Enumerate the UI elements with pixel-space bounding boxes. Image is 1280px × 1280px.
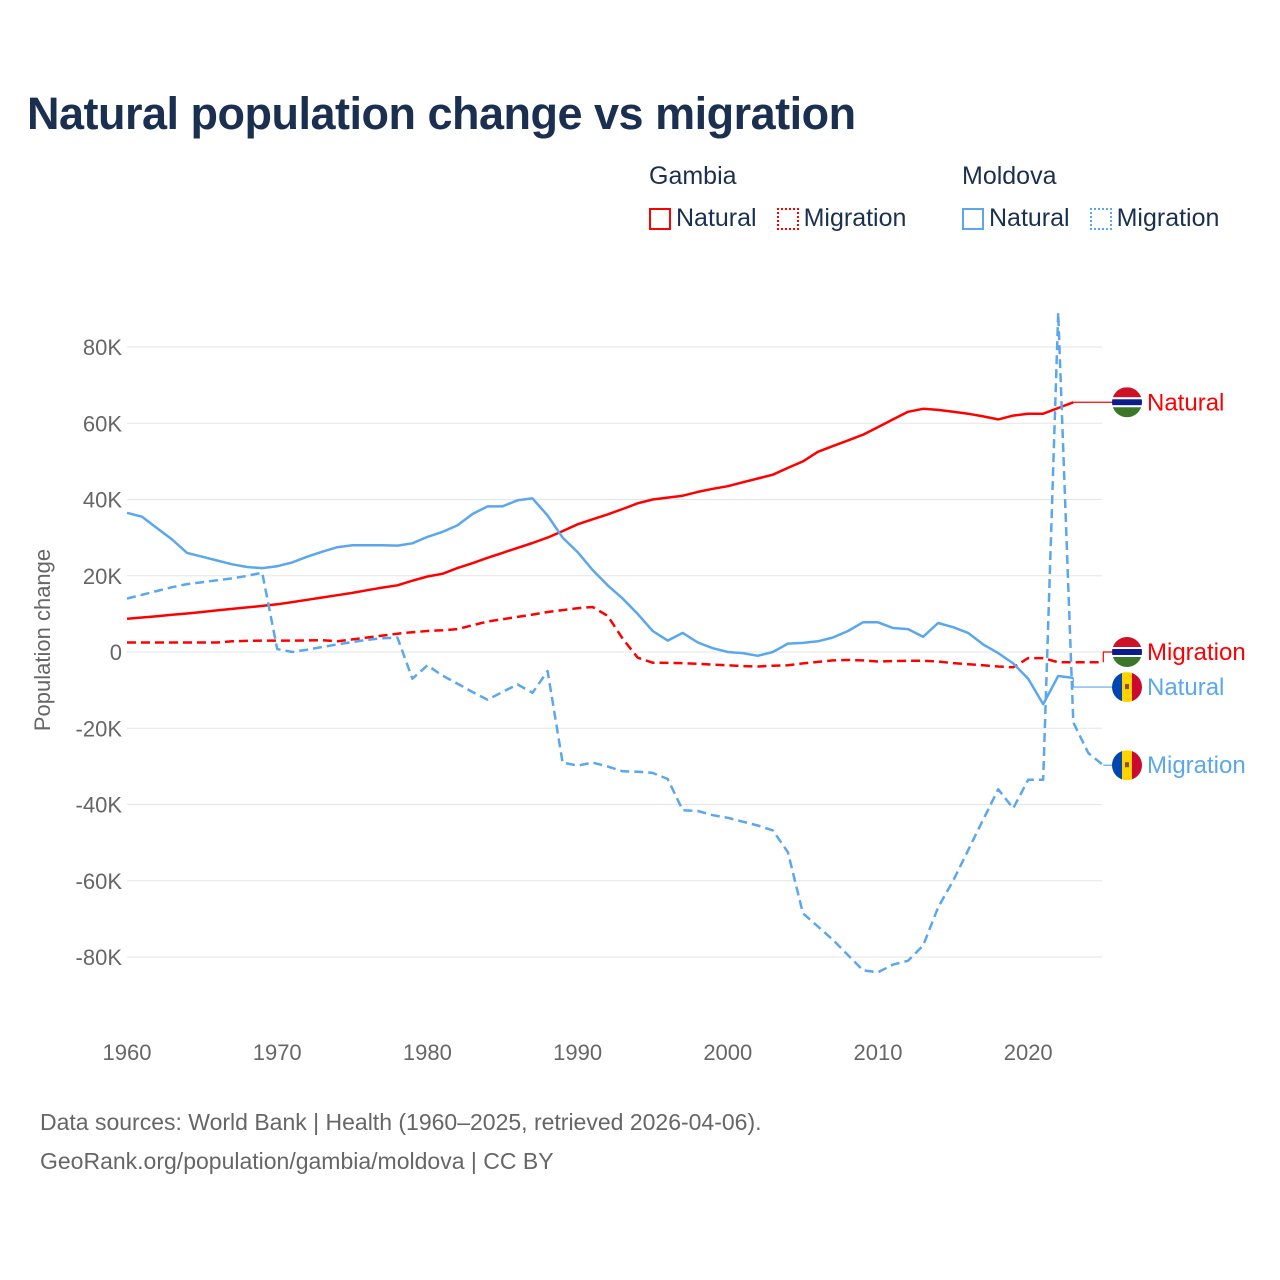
y-tick-label: -60K: [76, 869, 123, 894]
series-line-moldova-migration[interactable]: [126, 311, 1105, 974]
legend-label: Natural: [676, 204, 757, 232]
end-label-connector: [1072, 677, 1112, 688]
footer-sources: Data sources: World Bank | Health (1960–…: [40, 1109, 762, 1135]
y-tick-label: 60K: [83, 411, 122, 436]
series-line-moldova-natural[interactable]: [126, 497, 1074, 706]
x-tick-label: 2010: [854, 1040, 903, 1065]
series-end-label: Natural: [1147, 389, 1224, 416]
legend-group-title: Moldova: [962, 162, 1057, 190]
gambia-flag-icon: [1112, 637, 1142, 667]
legend-group-gambia: Gambia Natural Migration: [649, 162, 906, 233]
legend-item-gambia-natural[interactable]: Natural: [649, 204, 757, 233]
x-tick-label: 1960: [103, 1040, 152, 1065]
legend-swatch: [962, 207, 984, 230]
y-tick-label: -20K: [76, 716, 123, 741]
series-line-gambia-natural[interactable]: [126, 401, 1074, 621]
x-tick-label: 2000: [703, 1040, 752, 1065]
y-tick-label: 20K: [83, 564, 122, 589]
series-end-label: Migration: [1147, 639, 1246, 666]
x-tick-label: 1980: [403, 1040, 452, 1065]
legend-label: Migration: [803, 204, 907, 232]
series-end-label: Migration: [1147, 752, 1246, 779]
end-label-connector: [1102, 651, 1112, 663]
y-axis-title: Population change: [30, 549, 55, 731]
footer-attribution: GeoRank.org/population/gambia/moldova | …: [40, 1148, 554, 1174]
legend-swatch: [776, 207, 799, 230]
x-tick-label: 1970: [253, 1040, 302, 1065]
y-tick-label: -80K: [76, 945, 123, 970]
legend-swatch: [649, 207, 671, 230]
series-line-gambia-migration[interactable]: [127, 605, 1104, 669]
legend-label: Migration: [1116, 204, 1220, 232]
x-tick-label: 2020: [1004, 1040, 1053, 1065]
legend-swatch: [1089, 207, 1112, 230]
moldova-flag-icon: [1112, 672, 1142, 703]
x-tick-label: 1990: [553, 1040, 602, 1065]
legend-group-moldova: Moldova Natural Migration: [962, 162, 1219, 233]
y-tick-label: 80K: [83, 335, 122, 360]
y-tick-label: 0: [110, 640, 122, 665]
gambia-flag-icon: [1112, 387, 1142, 418]
legend-item-gambia-migration[interactable]: Migration: [776, 204, 907, 233]
chart-title: Natural population change vs migration: [27, 88, 856, 139]
legend-item-moldova-natural[interactable]: Natural: [962, 204, 1070, 233]
y-tick-label: -40K: [76, 793, 123, 818]
legend-label: Natural: [989, 204, 1070, 232]
series-end-label: Natural: [1147, 674, 1224, 701]
moldova-flag-icon: [1112, 750, 1142, 781]
legend-group-title: Gambia: [649, 162, 737, 190]
legend-item-moldova-migration[interactable]: Migration: [1089, 204, 1220, 233]
y-tick-label: 40K: [83, 488, 122, 513]
